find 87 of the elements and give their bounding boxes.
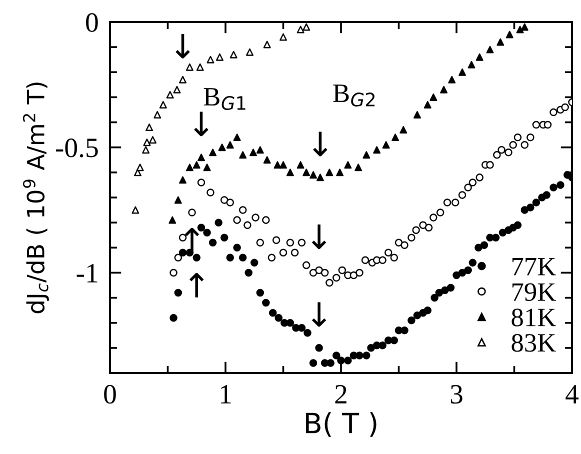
point — [326, 168, 334, 176]
x-tick-label: 3 — [450, 384, 462, 404]
point — [362, 151, 370, 159]
point — [179, 176, 186, 184]
point — [476, 53, 484, 61]
point — [310, 171, 318, 179]
point — [296, 26, 304, 34]
point — [302, 23, 310, 31]
point — [392, 134, 400, 142]
point — [448, 76, 456, 84]
point — [286, 168, 294, 176]
point — [132, 206, 140, 214]
annotation: ↓ — [176, 34, 190, 58]
point — [226, 141, 234, 149]
x-axis-title: B( T ) — [306, 412, 376, 437]
point — [209, 148, 217, 156]
point — [233, 134, 241, 142]
point — [203, 164, 211, 172]
point — [143, 138, 151, 146]
point — [414, 111, 421, 118]
point — [496, 38, 504, 46]
x-tick-label: 0 — [104, 384, 116, 404]
point — [216, 53, 224, 61]
point — [516, 26, 524, 34]
point — [336, 168, 344, 176]
annotation: B$_{G2}$ — [333, 84, 374, 107]
legend-label: 81K — [512, 308, 556, 326]
x-tick-label: 1 — [221, 385, 231, 404]
point — [354, 164, 362, 172]
point — [486, 46, 494, 54]
y-tick-label: 0 — [86, 13, 98, 32]
point — [166, 90, 174, 98]
point — [206, 56, 214, 64]
annotation: B$_{G1}$ — [204, 88, 246, 110]
annotation: ↓ — [313, 132, 328, 156]
point — [174, 196, 182, 204]
point — [520, 23, 528, 31]
point — [154, 111, 162, 118]
point — [196, 63, 204, 71]
point — [302, 168, 310, 176]
point — [400, 126, 408, 134]
y-axis-title: dJ$_{c}$/dB ( 10$^{9}$ A/m$^{2}$ T) — [22, 82, 49, 314]
point — [506, 30, 514, 38]
point — [430, 93, 438, 101]
point — [246, 48, 254, 56]
point — [382, 141, 390, 149]
point — [296, 161, 304, 169]
point — [280, 33, 287, 41]
point — [186, 164, 194, 172]
point — [468, 60, 476, 68]
legend-label: 83K — [512, 334, 556, 352]
point — [274, 161, 282, 169]
annotation: ↑ — [189, 273, 204, 298]
point — [218, 144, 226, 152]
point — [149, 136, 156, 144]
x-tick-label: 4 — [566, 385, 579, 404]
point — [344, 161, 352, 169]
point — [458, 68, 466, 76]
point — [263, 156, 271, 164]
y-tick-label: -1 — [76, 264, 98, 282]
point — [173, 86, 181, 94]
y-tick-label: -0.5 — [56, 138, 98, 158]
point — [316, 174, 324, 182]
point — [230, 50, 238, 58]
point — [256, 146, 264, 154]
point — [424, 101, 432, 108]
point — [198, 154, 205, 162]
point — [186, 63, 194, 71]
point — [136, 164, 144, 172]
annotation: ↓ — [194, 112, 208, 136]
point — [192, 161, 200, 169]
x-tick-label: 2 — [335, 384, 346, 404]
point — [159, 101, 167, 108]
point — [239, 151, 247, 159]
point — [168, 216, 176, 224]
annotation: ↓ — [312, 224, 326, 249]
legend-label: 79K — [512, 283, 556, 301]
point — [179, 76, 186, 84]
point — [263, 40, 271, 48]
point — [440, 86, 448, 94]
point — [142, 146, 150, 154]
legend-label: 77K — [512, 258, 556, 276]
point — [373, 146, 381, 154]
point — [249, 148, 257, 156]
point — [280, 161, 287, 169]
annotation: ↓ — [312, 302, 326, 327]
point — [146, 124, 153, 132]
